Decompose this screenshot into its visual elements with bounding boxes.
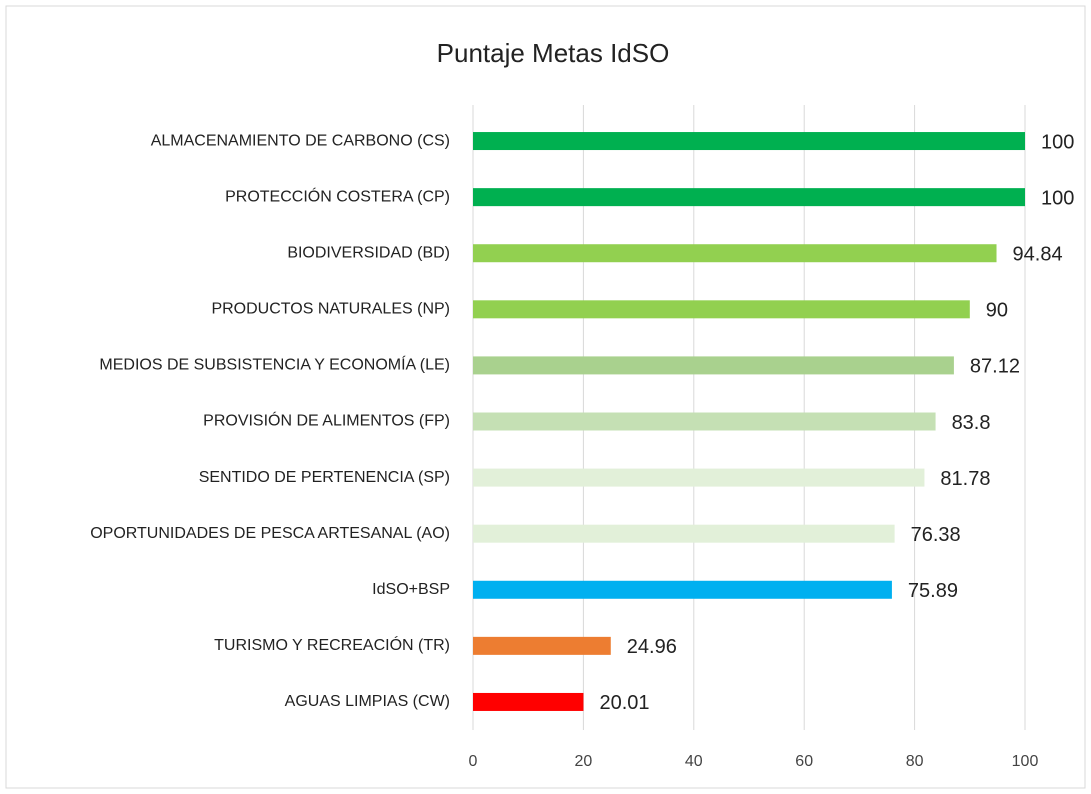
bar	[473, 356, 954, 375]
x-tick-label: 60	[795, 753, 813, 770]
x-tick-label: 20	[575, 753, 593, 770]
data-label: 81.78	[940, 468, 990, 490]
y-tick-label: OPORTUNIDADES DE PESCA ARTESANAL (AO)	[90, 525, 450, 542]
bar	[473, 692, 584, 711]
y-tick-label: AGUAS LIMPIAS (CW)	[285, 693, 450, 710]
y-tick-label: PRODUCTOS NATURALES (NP)	[211, 301, 450, 318]
bar	[473, 188, 1025, 207]
data-label: 24.96	[627, 636, 677, 658]
bar	[473, 132, 1025, 151]
data-label: 76.38	[911, 524, 961, 546]
data-label: 100	[1041, 187, 1074, 209]
y-tick-label: PROVISIÓN DE ALIMENTOS (FP)	[203, 411, 450, 430]
x-tick-label: 100	[1012, 753, 1039, 770]
bar	[473, 580, 892, 599]
data-label: 90	[986, 300, 1008, 322]
bar	[473, 300, 970, 319]
chart-title: Puntaje Metas IdSO	[437, 38, 670, 68]
data-label: 75.89	[908, 580, 958, 602]
y-tick-label: IdSO+BSP	[372, 581, 450, 598]
chart-border	[5, 5, 1086, 789]
y-tick-label: MEDIOS DE SUBSISTENCIA Y ECONOMÍA (LE)	[99, 355, 450, 374]
bar	[473, 636, 611, 655]
x-tick-label: 40	[685, 753, 703, 770]
data-label: 94.84	[1013, 244, 1063, 266]
bar	[473, 524, 895, 543]
data-label: 87.12	[970, 356, 1020, 378]
bar	[473, 244, 997, 263]
bar	[473, 468, 925, 487]
data-label: 20.01	[599, 692, 649, 714]
x-tick-label: 0	[469, 753, 478, 770]
x-tick-label: 80	[906, 753, 924, 770]
y-tick-label: TURISMO Y RECREACIÓN (TR)	[214, 635, 450, 654]
y-tick-label: SENTIDO DE PERTENENCIA (SP)	[199, 469, 450, 486]
y-tick-label: ALMACENAMIENTO DE CARBONO (CS)	[151, 132, 450, 149]
data-label: 83.8	[952, 412, 991, 434]
data-label: 100	[1041, 131, 1074, 153]
y-tick-label: BIODIVERSIDAD (BD)	[287, 244, 450, 261]
y-tick-label: PROTECCIÓN COSTERA (CP)	[225, 186, 450, 205]
bar	[473, 412, 936, 431]
